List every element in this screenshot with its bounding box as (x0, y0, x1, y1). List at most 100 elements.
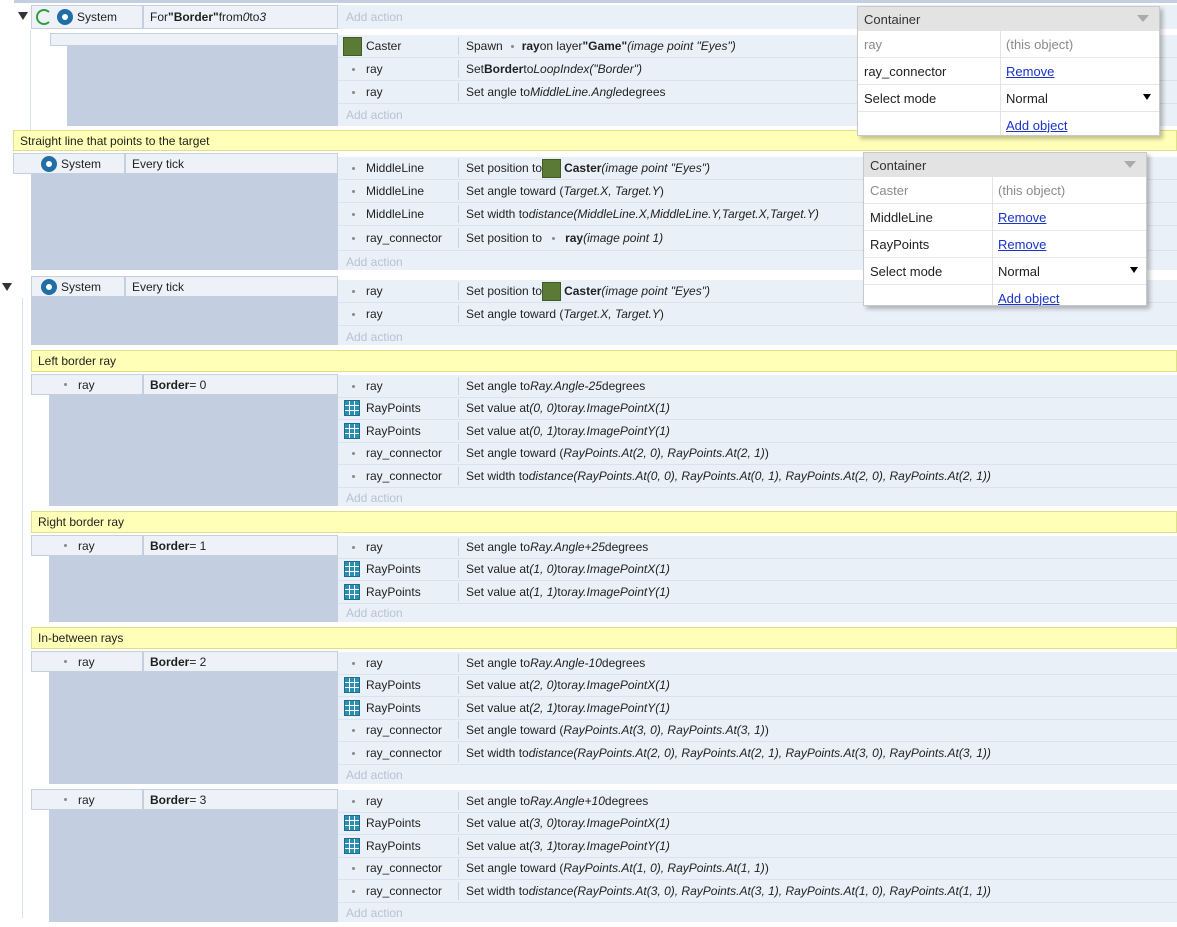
condition-object-cell[interactable]: System (13, 153, 125, 174)
popup-header[interactable]: Container (858, 7, 1159, 31)
remove-link[interactable]: Remove (1006, 63, 1055, 79)
action-object-label: MiddleLine (366, 184, 425, 198)
action-text: Set position to Caster (image point "Eye… (466, 280, 710, 302)
condition-object-cell[interactable]: ray (31, 651, 143, 672)
collapse-triangle-icon[interactable] (2, 283, 12, 291)
action-row[interactable]: RayPoints Set value at (3, 0) to ray.Ima… (338, 812, 1177, 835)
condition-text-cell[interactable]: Every tick (125, 276, 338, 297)
action-text: Set angle toward (Target.X, Target.Y) (466, 307, 664, 321)
action-row[interactable]: MiddleLine Set position to Caster (image… (338, 157, 1177, 180)
action-row[interactable]: MiddleLine Set angle toward (Target.X, T… (338, 180, 1177, 203)
add-action-link[interactable]: Add action (346, 906, 403, 920)
dot-icon (352, 661, 355, 665)
condition-object-cell[interactable]: System (31, 276, 125, 297)
action-text: Set angle to Ray.Angle+10 degrees (466, 794, 649, 808)
condition-object-label: ray (78, 654, 95, 669)
action-row[interactable]: RayPoints Set value at (2, 0) to ray.Ima… (338, 674, 1177, 697)
dot-icon (64, 660, 67, 663)
condition-text-cell[interactable]: Every tick (125, 153, 338, 174)
add-action-link[interactable]: Add action (346, 606, 403, 620)
dropdown-arrow-icon[interactable] (1143, 94, 1151, 100)
action-text: Set value at (2, 0) to ray.ImagePointX(1… (466, 678, 670, 692)
action-object-label: ray_connector (366, 446, 443, 460)
gear-icon (57, 9, 73, 25)
chevron-down-icon[interactable] (1124, 161, 1136, 168)
comment-bar[interactable]: In-between rays (31, 627, 1177, 649)
action-row[interactable]: ray_connector Set width to distance(RayP… (338, 465, 1177, 488)
condition-object-cell[interactable]: System (31, 5, 143, 29)
popup-header[interactable]: Container (864, 153, 1146, 177)
action-row[interactable]: ray Set angle to MiddleLine.Angle degree… (338, 81, 1177, 104)
add-action-link[interactable]: Add action (346, 768, 403, 782)
comment-bar[interactable]: Left border ray (31, 350, 1177, 372)
action-row[interactable]: ray Set angle to Ray.Angle+10 degrees (338, 790, 1177, 813)
grid-icon (344, 700, 360, 716)
add-action-link[interactable]: Add action (346, 10, 403, 24)
action-row[interactable]: ray_connector Set angle toward (RayPoint… (338, 442, 1177, 465)
select-mode-value[interactable]: Normal (998, 263, 1040, 279)
action-text: Set width to distance(MiddleLine.X,Middl… (466, 207, 819, 221)
condition-text-cell[interactable]: For "Border" from 0 to 3 (143, 5, 338, 29)
dot-icon (352, 67, 355, 71)
add-action-link[interactable]: Add action (346, 255, 403, 269)
container-popup-caster: Container Caster (this object) MiddleLin… (863, 152, 1147, 306)
remove-link[interactable]: Remove (998, 236, 1047, 252)
add-action-link[interactable]: Add action (346, 491, 403, 505)
action-row[interactable]: ray Set Border to LoopIndex("Border") (338, 58, 1177, 81)
dot-icon (352, 474, 355, 478)
comment-bar[interactable]: Right border ray (31, 511, 1177, 533)
this-object-label: (this object) (998, 182, 1066, 198)
action-row[interactable]: RayPoints Set value at (2, 1) to ray.Ima… (338, 697, 1177, 720)
dot-icon (352, 384, 355, 388)
action-row[interactable]: ray_connector Set angle toward (RayPoint… (338, 719, 1177, 742)
grid-icon (344, 423, 360, 439)
action-row[interactable]: ray Set angle to Ray.Angle-10 degrees (338, 652, 1177, 675)
action-row[interactable]: ray Set position to Caster (image point … (338, 280, 1177, 303)
dropdown-arrow-icon[interactable] (1130, 267, 1138, 273)
action-row[interactable]: RayPoints Set value at (1, 0) to ray.Ima… (338, 558, 1177, 581)
action-row[interactable]: RayPoints Set value at (3, 1) to ray.Ima… (338, 835, 1177, 858)
action-row[interactable]: ray Set angle to Ray.Angle-25 degrees (338, 375, 1177, 398)
condition-fill (67, 46, 338, 126)
action-row[interactable]: ray Set angle to Ray.Angle+25 degrees (338, 536, 1177, 559)
condition-fill (31, 297, 338, 345)
action-row[interactable]: MiddleLine Set width to distance(MiddleL… (338, 203, 1177, 226)
condition-text-cell[interactable]: Border = 2 (143, 651, 338, 672)
condition-object-cell[interactable]: ray (31, 374, 143, 395)
action-row[interactable]: RayPoints Set value at (1, 1) to ray.Ima… (338, 581, 1177, 604)
collapse-triangle-icon[interactable] (18, 12, 28, 20)
condition-fill (49, 556, 338, 622)
chevron-down-icon[interactable] (1137, 15, 1149, 22)
condition-text-cell[interactable]: Border = 0 (143, 374, 338, 395)
select-mode-row[interactable]: Select mode Normal (858, 85, 1159, 112)
remove-link[interactable]: Remove (998, 209, 1047, 225)
select-mode-row[interactable]: Select mode Normal (864, 258, 1146, 285)
container-object-name: RayPoints (870, 236, 930, 252)
action-row[interactable]: RayPoints Set value at (0, 1) to ray.Ima… (338, 420, 1177, 443)
container-object-name: MiddleLine (870, 209, 933, 225)
add-object-link[interactable]: Add object (1006, 117, 1068, 133)
grid-icon (344, 677, 360, 693)
condition-object-cell[interactable]: ray (31, 535, 143, 556)
select-mode-value[interactable]: Normal (1006, 90, 1048, 106)
action-row[interactable]: RayPoints Set value at (0, 0) to ray.Ima… (338, 397, 1177, 420)
dot-icon (352, 189, 355, 193)
action-row[interactable]: ray_connector Set position to ray (image… (338, 226, 1177, 251)
subevent-condition-cell[interactable] (50, 33, 338, 46)
action-panel: ray Set angle to Ray.Angle+25 degrees Ra… (338, 535, 1177, 622)
action-row[interactable]: Caster Spawn ray on layer "Game" (image … (338, 35, 1177, 58)
condition-text-cell[interactable]: Border = 1 (143, 535, 338, 556)
action-row[interactable]: ray_connector Set width to distance(RayP… (338, 742, 1177, 765)
container-row: Add object (858, 112, 1159, 138)
action-text: Set width to distance(RayPoints.At(3, 0)… (466, 884, 991, 898)
action-row[interactable]: ray_connector Set angle toward (RayPoint… (338, 857, 1177, 880)
action-row[interactable]: ray Set angle toward (Target.X, Target.Y… (338, 303, 1177, 326)
add-object-link[interactable]: Add object (998, 290, 1060, 306)
condition-object-cell[interactable]: ray (31, 789, 143, 810)
condition-text-cell[interactable]: Border = 3 (143, 789, 338, 810)
action-row[interactable]: ray_connector Set width to distance(RayP… (338, 880, 1177, 903)
sprite-thumbnail-icon (343, 36, 362, 56)
add-action-link[interactable]: Add action (346, 108, 403, 122)
add-action-link[interactable]: Add action (346, 330, 403, 344)
gear-icon (41, 278, 57, 295)
